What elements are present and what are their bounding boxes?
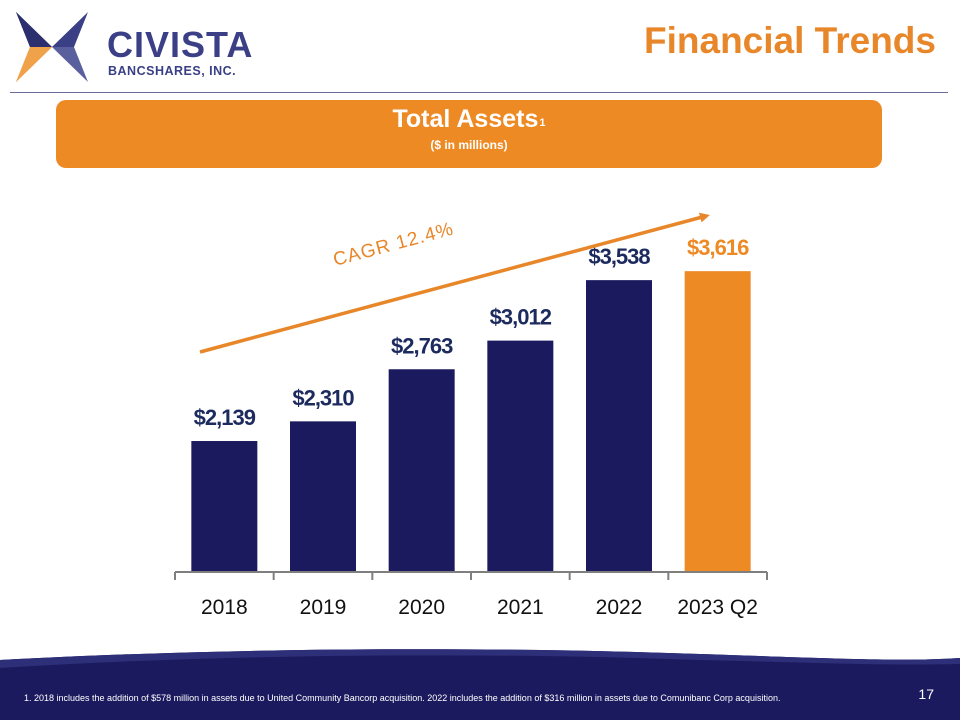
logo-star-icon bbox=[16, 12, 88, 82]
cagr-annotation: CAGR 12.4% bbox=[331, 218, 456, 270]
data-label: $3,012 bbox=[490, 305, 552, 330]
data-label: $2,139 bbox=[194, 405, 256, 430]
data-label: $2,763 bbox=[391, 333, 453, 358]
footnote-marker: 1 bbox=[539, 117, 546, 129]
chart-title-banner: Total Assets1 ($ in millions) bbox=[56, 100, 882, 168]
footer-band bbox=[0, 649, 960, 720]
cagr-trend-arrow bbox=[199, 212, 710, 354]
bar-2018 bbox=[191, 441, 258, 572]
bar-2023-q2 bbox=[684, 271, 751, 572]
data-label: $3,616 bbox=[687, 235, 749, 260]
data-label: $3,538 bbox=[588, 244, 650, 269]
header-divider bbox=[10, 92, 948, 93]
x-tick-label: 2018 bbox=[201, 596, 248, 619]
bar-2019 bbox=[290, 421, 356, 572]
x-tick-label: 2020 bbox=[398, 596, 445, 619]
banner-title: Total Assets1 bbox=[56, 104, 882, 134]
x-tick-label: 2019 bbox=[300, 596, 347, 619]
x-tick-label: 2021 bbox=[497, 596, 544, 619]
bar-2022 bbox=[586, 280, 652, 572]
logo-subtitle: BANCSHARES, INC. bbox=[108, 64, 237, 78]
company-logo: CIVISTA BANCSHARES, INC. bbox=[12, 10, 252, 84]
page-number: 17 bbox=[918, 686, 934, 702]
bar-2020 bbox=[388, 369, 455, 572]
page-title: Financial Trends bbox=[644, 20, 936, 61]
data-label: $2,310 bbox=[292, 385, 354, 410]
bar-2021 bbox=[487, 340, 554, 572]
logo-name: CIVISTA bbox=[107, 24, 254, 65]
x-tick-label: 2022 bbox=[596, 596, 643, 619]
banner-subtitle: ($ in millions) bbox=[430, 138, 508, 152]
footnote-text: 1. 2018 includes the addition of $578 mi… bbox=[24, 693, 781, 703]
banner-title-text: Total Assets bbox=[392, 105, 539, 133]
x-tick-label: 2023 Q2 bbox=[677, 596, 758, 619]
